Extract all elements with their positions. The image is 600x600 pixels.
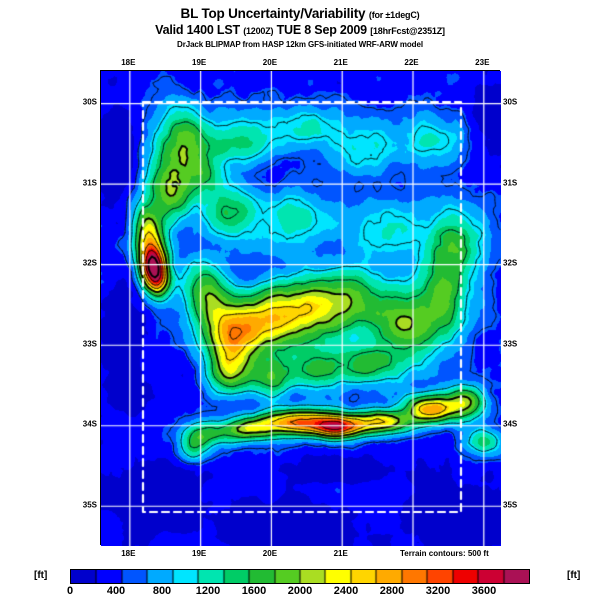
- colorbar-tick-3200: 3200: [425, 585, 451, 597]
- title-block: BL Top Uncertainty/Variability (for ±1de…: [0, 6, 600, 51]
- lon-tick-bottom-19E: 19E: [191, 549, 207, 558]
- lon-tick-bottom-21E: 21E: [333, 549, 348, 558]
- lat-tick-left-32S: 32S: [82, 258, 97, 268]
- colorbar-tick-0: 0: [66, 585, 74, 597]
- lat-tick-left-31S: 31S: [82, 178, 97, 188]
- lon-tick-top-20E: 20E: [262, 58, 278, 67]
- colorbar-tick-2400: 2400: [333, 585, 359, 597]
- lat-tick-right-33S: 33S: [503, 339, 518, 349]
- colorbar-tick-3600: 3600: [471, 585, 497, 597]
- lon-tick-top-22E: 22E: [404, 58, 419, 67]
- terrain-contour-note: Terrain contours: 500 ft: [400, 549, 489, 558]
- lon-tick-bottom-18E: 18E: [121, 549, 136, 558]
- lat-tick-right-30S: 30S: [503, 97, 518, 107]
- map-panel[interactable]: [100, 70, 501, 546]
- title-main-text: BL Top Uncertainty/Variability: [180, 6, 366, 21]
- lon-tick-top-23E: 23E: [475, 58, 490, 67]
- lat-tick-right-35S: 35S: [503, 500, 518, 510]
- terrain-contour-overlay-canvas: [101, 71, 501, 546]
- lon-tick-top-18E: 18E: [121, 58, 136, 67]
- forecast-hour: [18hrFcst@2351Z]: [370, 26, 445, 36]
- colorbar[interactable]: [70, 569, 530, 584]
- colorbar-tick-2800: 2800: [379, 585, 405, 597]
- lat-tick-right-32S: 32S: [503, 258, 518, 268]
- lon-tick-top-21E: 21E: [333, 58, 348, 67]
- page-title: BL Top Uncertainty/Variability (for ±1de…: [0, 6, 600, 23]
- colorbar-gradient: [71, 570, 529, 583]
- colorbar-tick-1200: 1200: [195, 585, 221, 597]
- model-subtitle: DrJack BLIPMAP from HASP 12km GFS-initia…: [177, 40, 423, 49]
- colorbar-separators: [70, 569, 530, 584]
- colorbar-unit-left: [ft]: [34, 570, 48, 581]
- lat-tick-left-30S: 30S: [82, 97, 97, 107]
- valid-date: TUE 8 Sep 2009: [276, 23, 368, 37]
- colorbar-unit-right: [ft]: [567, 570, 581, 581]
- colorbar-tick-800: 800: [152, 585, 172, 597]
- valid-time-utc: (1200Z): [243, 26, 274, 36]
- lon-tick-bottom-20E: 20E: [262, 549, 278, 558]
- colorbar-tick-400: 400: [106, 585, 126, 597]
- lat-tick-right-31S: 31S: [503, 178, 518, 188]
- lat-tick-right-34S: 34S: [503, 419, 518, 429]
- valid-time-line: Valid 1400 LST (1200Z) TUE 8 Sep 2009 [1…: [0, 23, 600, 39]
- lat-tick-left-35S: 35S: [82, 500, 97, 510]
- valid-time-text: Valid 1400 LST: [155, 23, 240, 37]
- title-superscript: (for ±1degC): [368, 10, 420, 20]
- colorbar-tick-2000: 2000: [287, 585, 313, 597]
- colorbar-tick-1600: 1600: [241, 585, 267, 597]
- lon-tick-top-19E: 19E: [191, 58, 207, 67]
- lat-tick-left-34S: 34S: [82, 419, 97, 429]
- lat-tick-left-33S: 33S: [82, 339, 97, 349]
